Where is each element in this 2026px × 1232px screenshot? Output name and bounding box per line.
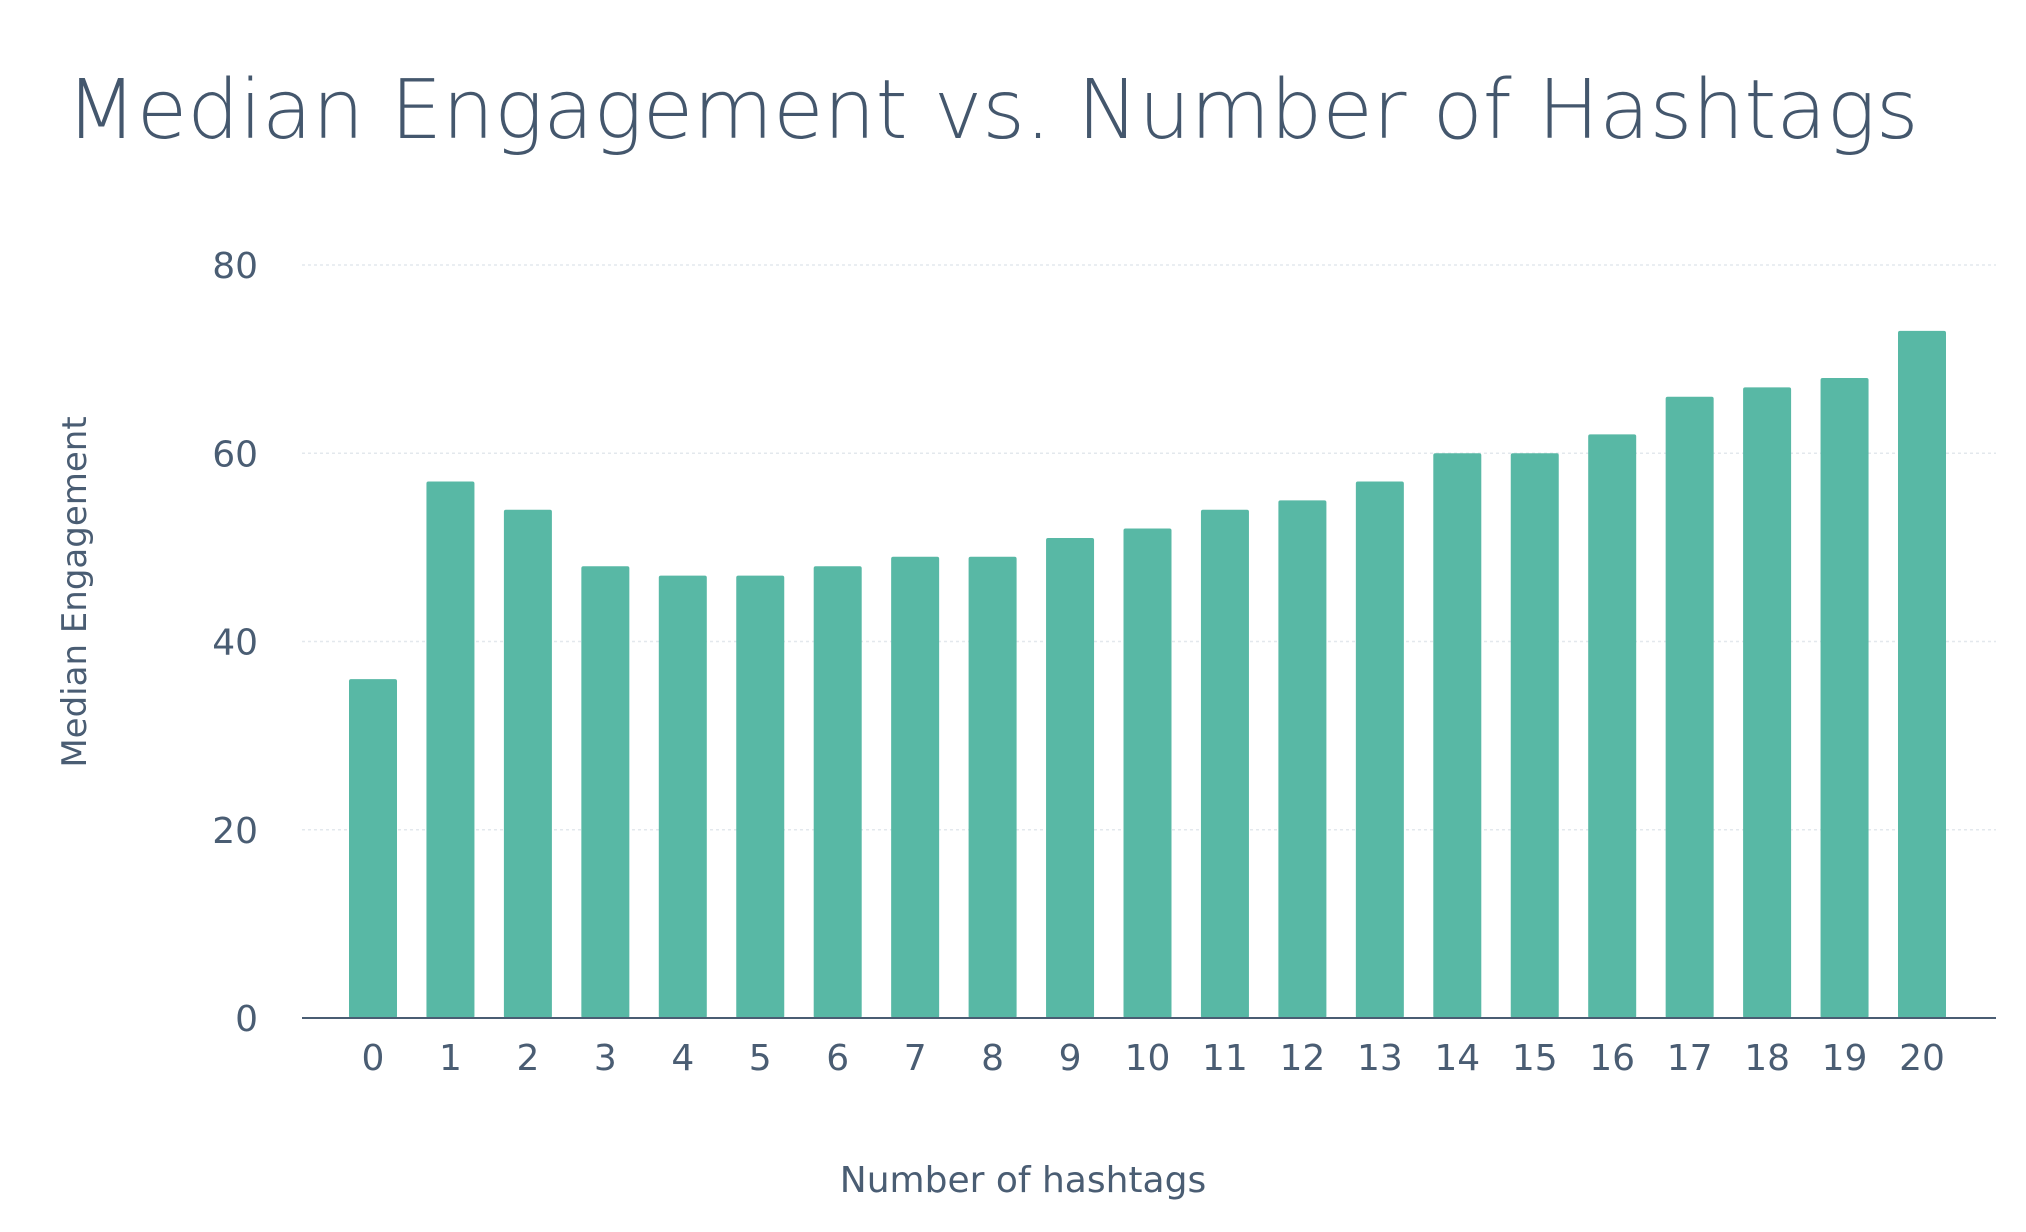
y-axis-label: Median Engagement <box>55 416 95 767</box>
bar-18 <box>1743 387 1792 1018</box>
y-tick-label: 0 <box>235 999 258 1040</box>
bar-15 <box>1510 453 1559 1018</box>
x-tick-label: 6 <box>826 1038 849 1079</box>
x-tick-label: 18 <box>1744 1038 1790 1079</box>
x-tick-label: 10 <box>1125 1038 1171 1079</box>
y-tick-label: 20 <box>212 811 258 852</box>
y-tick-label: 40 <box>212 623 258 664</box>
x-tick-label: 17 <box>1667 1038 1713 1079</box>
x-tick-label: 5 <box>749 1038 772 1079</box>
x-tick-label: 1 <box>439 1038 462 1079</box>
bar-11 <box>1200 509 1249 1018</box>
x-tick-label: 12 <box>1279 1038 1325 1079</box>
y-axis-ticks: 0 20 40 60 80 <box>212 246 258 1040</box>
x-tick-label: 3 <box>594 1038 617 1079</box>
bar-19 <box>1820 377 1869 1018</box>
bar-3 <box>581 566 630 1018</box>
bar-9 <box>1046 537 1095 1018</box>
bar-12 <box>1278 500 1327 1018</box>
bar-5 <box>736 575 785 1018</box>
bar-17 <box>1665 396 1714 1018</box>
chart-title: Median Engagement vs. Number of Hashtags <box>66 63 1919 158</box>
x-tick-label: 2 <box>516 1038 539 1079</box>
bar-10 <box>1123 528 1172 1018</box>
bar-0 <box>349 679 397 1018</box>
x-tick-label: 15 <box>1512 1038 1558 1079</box>
x-tick-label: 19 <box>1822 1038 1868 1079</box>
y-tick-label: 60 <box>212 434 258 475</box>
x-tick-label: 13 <box>1357 1038 1403 1079</box>
bar-13 <box>1355 481 1404 1018</box>
bar-6 <box>813 566 862 1018</box>
y-tick-label: 80 <box>212 246 258 287</box>
x-tick-label: 14 <box>1434 1038 1480 1079</box>
x-tick-label: 16 <box>1589 1038 1635 1079</box>
x-tick-label: 8 <box>981 1038 1004 1079</box>
x-tick-label: 20 <box>1899 1038 1945 1079</box>
bar-16 <box>1588 434 1637 1018</box>
x-tick-label: 0 <box>362 1038 385 1079</box>
x-tick-label: 4 <box>671 1038 694 1079</box>
bar-1 <box>426 481 475 1018</box>
x-tick-label: 9 <box>1059 1038 1082 1079</box>
bar-20 <box>1898 330 1946 1018</box>
bar-2 <box>503 509 552 1018</box>
bar-7 <box>891 556 940 1018</box>
bar-14 <box>1433 453 1482 1018</box>
x-axis-ticks: 0 1 2 3 4 5 6 7 8 9 10 11 12 13 14 15 16 17 18 19 20 <box>362 1038 1945 1079</box>
bar-4 <box>658 575 707 1018</box>
x-axis-label: Number of hashtags <box>840 1160 1206 1201</box>
x-tick-label: 11 <box>1202 1038 1248 1079</box>
bars <box>349 330 1946 1018</box>
bar-8 <box>968 556 1017 1018</box>
x-tick-label: 7 <box>904 1038 927 1079</box>
